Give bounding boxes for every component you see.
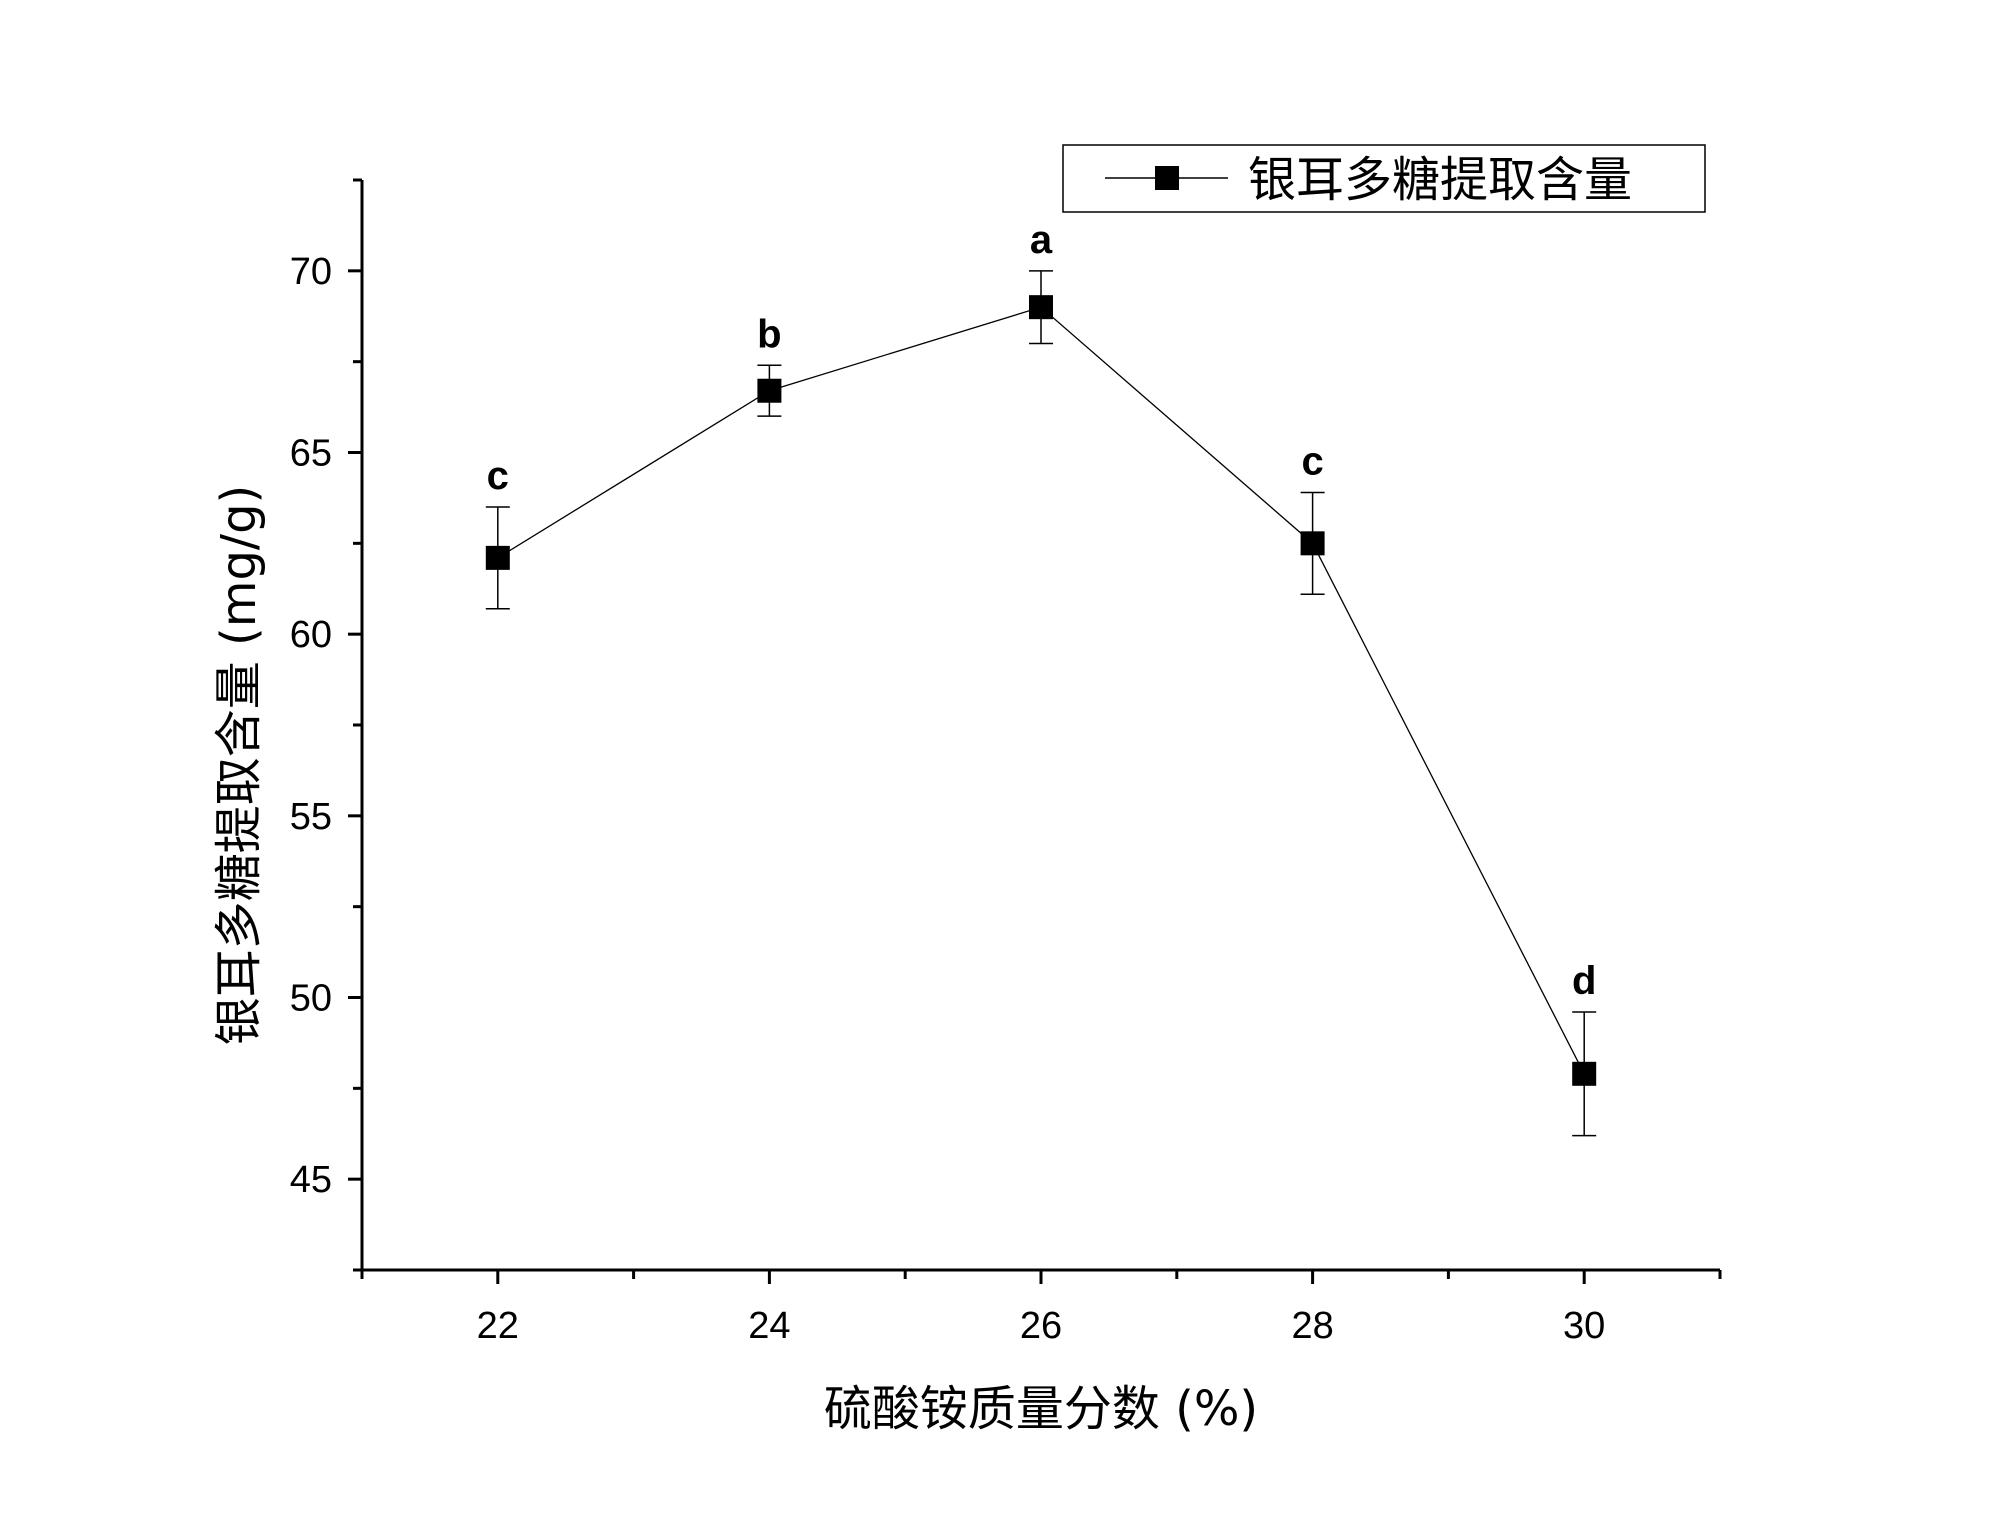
data-point [1029,295,1053,320]
y-axis-title: 银耳多糖提取含量 (mg/g) [211,485,267,1046]
x-tick-label: 30 [1563,1305,1605,1347]
significance-label: a [1030,218,1053,262]
significance-label: c [1301,439,1323,483]
significance-label: c [487,454,509,498]
x-tick-label: 22 [477,1305,519,1347]
y-tick-label: 50 [290,978,332,1020]
x-tick-label: 28 [1291,1305,1333,1347]
significance-label: d [1572,959,1596,1003]
y-tick-label: 55 [290,796,332,838]
x-tick-label: 26 [1020,1305,1062,1347]
y-tick-label: 45 [290,1159,332,1201]
x-axis-title: 硫酸铵质量分数 (%) [824,1381,1258,1437]
x-tick-label: 24 [748,1305,790,1347]
legend: 银耳多糖提取含量 [1062,144,1706,213]
legend-square-marker [1155,166,1179,190]
plot-area: c b a c d [485,218,1597,1137]
significance-label: b [757,312,781,356]
series-line [497,306,1585,1075]
y-ticks: 45 50 55 60 65 70 [290,178,362,1272]
y-tick-label: 60 [290,614,332,656]
y-tick-label: 65 [290,433,332,475]
data-point [485,545,510,570]
data-point [1300,531,1325,556]
legend-label: 银耳多糖提取含量 [1248,152,1632,208]
legend-box [1062,144,1706,213]
data-point [1572,1061,1597,1086]
y-tick-label: 70 [290,251,332,293]
data-point [757,378,782,403]
x-ticks: 22 24 26 28 30 [360,1270,1722,1347]
